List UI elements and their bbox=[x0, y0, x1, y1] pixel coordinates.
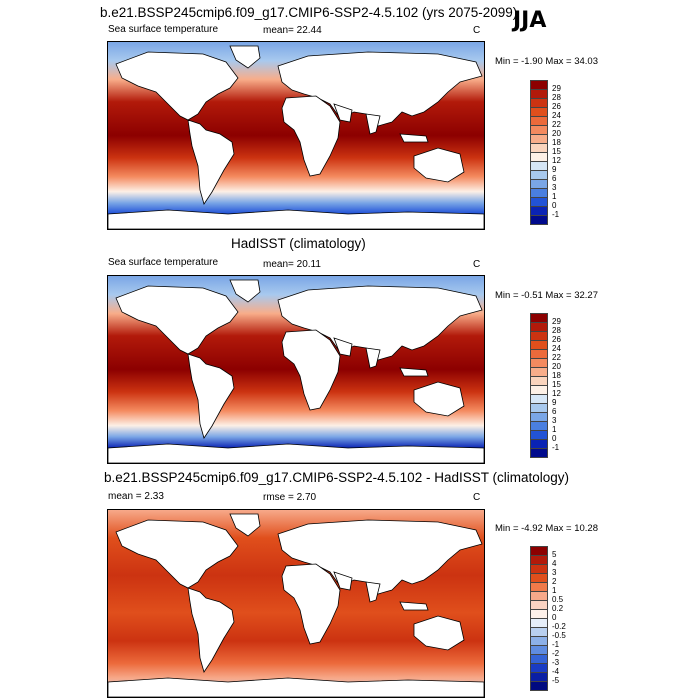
land-mask bbox=[281, 563, 341, 645]
land-mask bbox=[399, 367, 429, 377]
colorbar-tick-label: 4 bbox=[552, 559, 557, 568]
panel-3-minmax-label: Min = -4.92 Max = 10.28 bbox=[495, 523, 598, 534]
colorbar-tick-label: 0 bbox=[552, 613, 557, 622]
colorbar-tick-label: 6 bbox=[552, 407, 557, 416]
colorbar-tick-label: 1 bbox=[552, 425, 557, 434]
colorbar-tick-label: 0 bbox=[552, 201, 557, 210]
colorbar-tick-label: 24 bbox=[552, 344, 561, 353]
land-mask bbox=[333, 103, 353, 123]
season-label: JJA bbox=[513, 8, 547, 33]
colorbar-cell bbox=[530, 215, 548, 225]
panel-3-unit-label: C bbox=[473, 492, 481, 503]
land-mask bbox=[281, 95, 341, 177]
land-mask bbox=[115, 519, 239, 589]
land-mask bbox=[365, 113, 381, 135]
colorbar-tick-label: 29 bbox=[552, 317, 561, 326]
panel-1-sst-map bbox=[107, 41, 485, 230]
colorbar-tick-label: 15 bbox=[552, 380, 561, 389]
land-mask bbox=[333, 571, 353, 591]
colorbar-tick-label: 20 bbox=[552, 362, 561, 371]
panel-2-mean-label: mean= 20.11 bbox=[263, 259, 321, 270]
colorbar-tick-label: -1 bbox=[552, 640, 560, 649]
colorbar-cell bbox=[530, 681, 548, 691]
colorbar-tick-label: 2 bbox=[552, 577, 557, 586]
colorbar-tick-label: 18 bbox=[552, 138, 561, 147]
land-mask bbox=[115, 51, 239, 121]
panel-1-variable-label: Sea surface temperature bbox=[108, 24, 219, 35]
colorbar-tick-label: -3 bbox=[552, 658, 560, 667]
land-mask bbox=[413, 381, 465, 417]
colorbar-tick-label: 20 bbox=[552, 129, 561, 138]
panel-3-mean-label: mean = 2.33 bbox=[108, 491, 164, 502]
panel-3-difference-map bbox=[107, 509, 485, 698]
panel-1-unit-label: C bbox=[473, 25, 481, 36]
panel-1-title: b.e21.BSSP245cmip6.f09_g17.CMIP6-SSP2-4.… bbox=[100, 5, 518, 20]
land-mask bbox=[229, 45, 261, 69]
colorbar-tick-label: -0.2 bbox=[552, 622, 566, 631]
land-mask bbox=[187, 353, 235, 439]
colorbar-tick-label: 9 bbox=[552, 165, 557, 174]
colorbar-tick-label: 15 bbox=[552, 147, 561, 156]
colorbar-tick-label: 0 bbox=[552, 434, 557, 443]
colorbar-cell bbox=[530, 448, 548, 458]
colorbar-tick-label: -1 bbox=[552, 443, 560, 452]
land-mask bbox=[413, 147, 465, 183]
colorbar-tick-label: 0.2 bbox=[552, 604, 564, 613]
colorbar-tick-label: 29 bbox=[552, 84, 561, 93]
colorbar-tick-label: -2 bbox=[552, 649, 560, 658]
colorbar-tick-label: 3 bbox=[552, 416, 557, 425]
panel-1-colorbar: 29 28 26 24 22 20 18 15 12 9 6 3 1 0 -1 bbox=[530, 80, 590, 225]
colorbar-tick-label: -4 bbox=[552, 667, 560, 676]
colorbar-tick-label: 3 bbox=[552, 568, 557, 577]
colorbar-tick-label: 24 bbox=[552, 111, 561, 120]
panel-2-colorbar: 29 28 26 24 22 20 18 15 12 9 6 3 1 0 -1 bbox=[530, 313, 590, 458]
colorbar-tick-label: -1 bbox=[552, 210, 560, 219]
panel-2-sst-map bbox=[107, 275, 485, 464]
colorbar-tick-label: 5 bbox=[552, 550, 557, 559]
panel-2-unit-label: C bbox=[473, 259, 481, 270]
colorbar-tick-label: 3 bbox=[552, 183, 557, 192]
land-mask bbox=[229, 513, 261, 537]
colorbar-tick-label: 1 bbox=[552, 586, 557, 595]
panel-1-mean-label: mean= 22.44 bbox=[263, 25, 322, 36]
land-mask bbox=[281, 329, 341, 411]
land-mask bbox=[413, 615, 465, 651]
panel-2-variable-label: Sea surface temperature bbox=[108, 257, 219, 268]
land-mask bbox=[108, 677, 484, 697]
colorbar-tick-label: 26 bbox=[552, 335, 561, 344]
land-mask bbox=[187, 119, 235, 205]
land-mask bbox=[229, 279, 261, 303]
colorbar-tick-label: 12 bbox=[552, 156, 561, 165]
land-mask bbox=[187, 587, 235, 673]
colorbar-tick-label: 1 bbox=[552, 192, 557, 201]
colorbar-tick-label: 22 bbox=[552, 353, 561, 362]
land-mask bbox=[108, 209, 484, 229]
colorbar-tick-label: 26 bbox=[552, 102, 561, 111]
land-mask bbox=[115, 285, 239, 355]
panel-3-colorbar: 5 4 3 2 1 0.5 0.2 0 -0.2 -0.5 -1 -2 -3 -4 -5 bbox=[530, 546, 590, 691]
land-mask bbox=[365, 581, 381, 603]
colorbar-tick-label: 18 bbox=[552, 371, 561, 380]
colorbar-tick-label: 28 bbox=[552, 326, 561, 335]
panel-3-rmse-label: rmse = 2.70 bbox=[263, 492, 317, 503]
colorbar-tick-label: 12 bbox=[552, 389, 561, 398]
colorbar-tick-label: -5 bbox=[552, 676, 560, 685]
land-mask bbox=[333, 337, 353, 357]
colorbar-tick-label: 6 bbox=[552, 174, 557, 183]
land-mask bbox=[399, 601, 429, 611]
land-mask bbox=[108, 443, 484, 463]
land-mask bbox=[399, 133, 429, 143]
colorbar-tick-label: 9 bbox=[552, 398, 557, 407]
panel-3-title: b.e21.BSSP245cmip6.f09_g17.CMIP6-SSP2-4.… bbox=[104, 470, 569, 485]
colorbar-tick-label: 28 bbox=[552, 93, 561, 102]
panel-2-title: HadISST (climatology) bbox=[231, 236, 366, 251]
panel-2-minmax-label: Min = -0.51 Max = 32.27 bbox=[495, 290, 598, 301]
colorbar-tick-label: 0.5 bbox=[552, 595, 564, 604]
colorbar-tick-label: 22 bbox=[552, 120, 561, 129]
panel-1-minmax-label: Min = -1.90 Max = 34.03 bbox=[495, 56, 598, 67]
land-mask bbox=[365, 347, 381, 369]
colorbar-tick-label: -0.5 bbox=[552, 631, 566, 640]
